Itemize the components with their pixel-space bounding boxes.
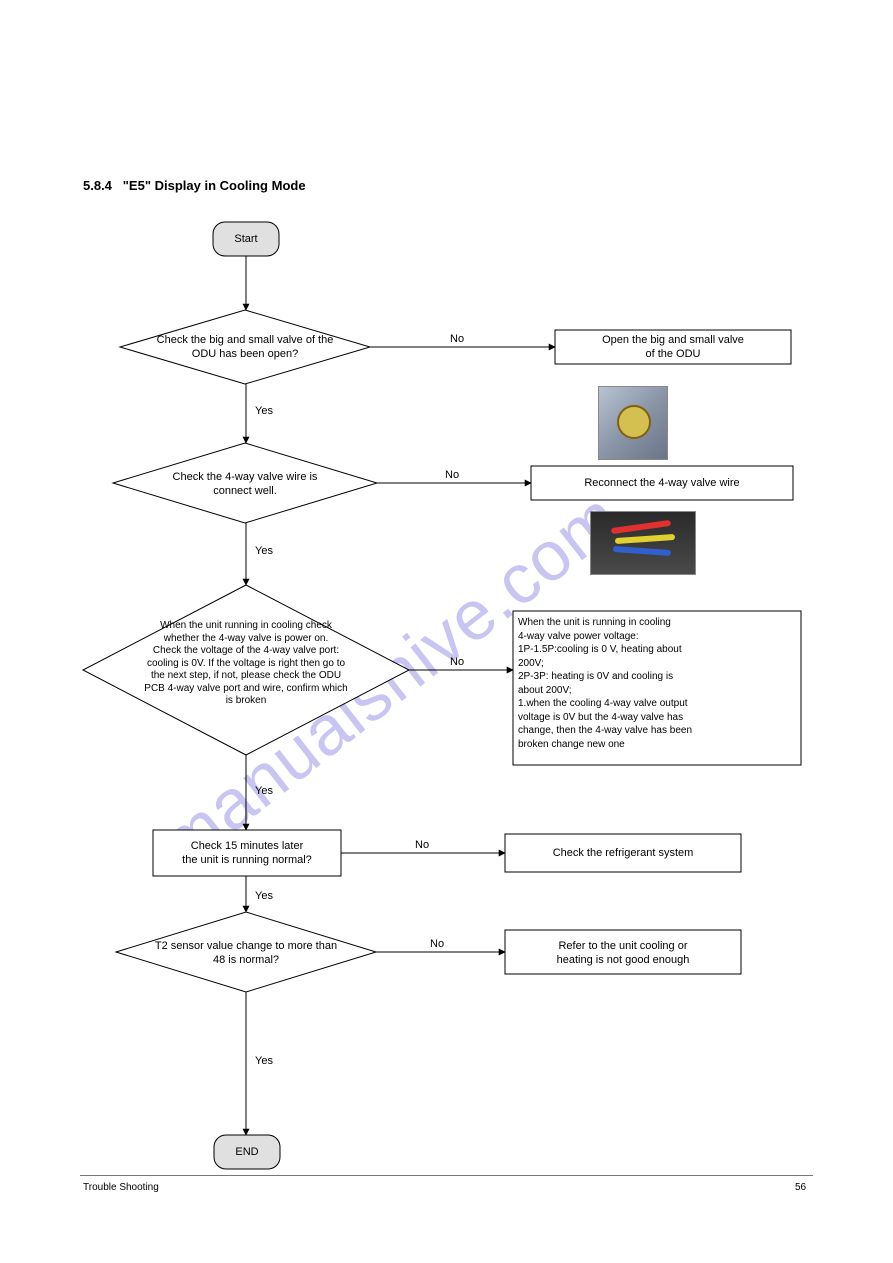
footer-rule bbox=[80, 1175, 813, 1176]
start-node bbox=[213, 222, 279, 256]
action-check-refrigerant bbox=[505, 834, 741, 872]
action-open-valves bbox=[555, 330, 791, 364]
footer-left: Trouble Shooting bbox=[83, 1182, 159, 1193]
flowchart-canvas bbox=[0, 0, 893, 1263]
info-4way-voltage bbox=[513, 611, 801, 765]
check-15min bbox=[153, 830, 341, 876]
photo-wiring bbox=[590, 511, 696, 575]
end-node bbox=[214, 1135, 280, 1169]
decision-valves-open bbox=[120, 310, 370, 384]
photo-valve bbox=[598, 386, 668, 460]
decision-4way-wire bbox=[113, 443, 377, 523]
footer-page-number: 56 bbox=[795, 1182, 806, 1193]
decision-4way-voltage bbox=[83, 585, 409, 755]
action-reconnect-wire bbox=[531, 466, 793, 500]
decision-t2-sensor bbox=[116, 912, 376, 992]
action-refer-cooling bbox=[505, 930, 741, 974]
